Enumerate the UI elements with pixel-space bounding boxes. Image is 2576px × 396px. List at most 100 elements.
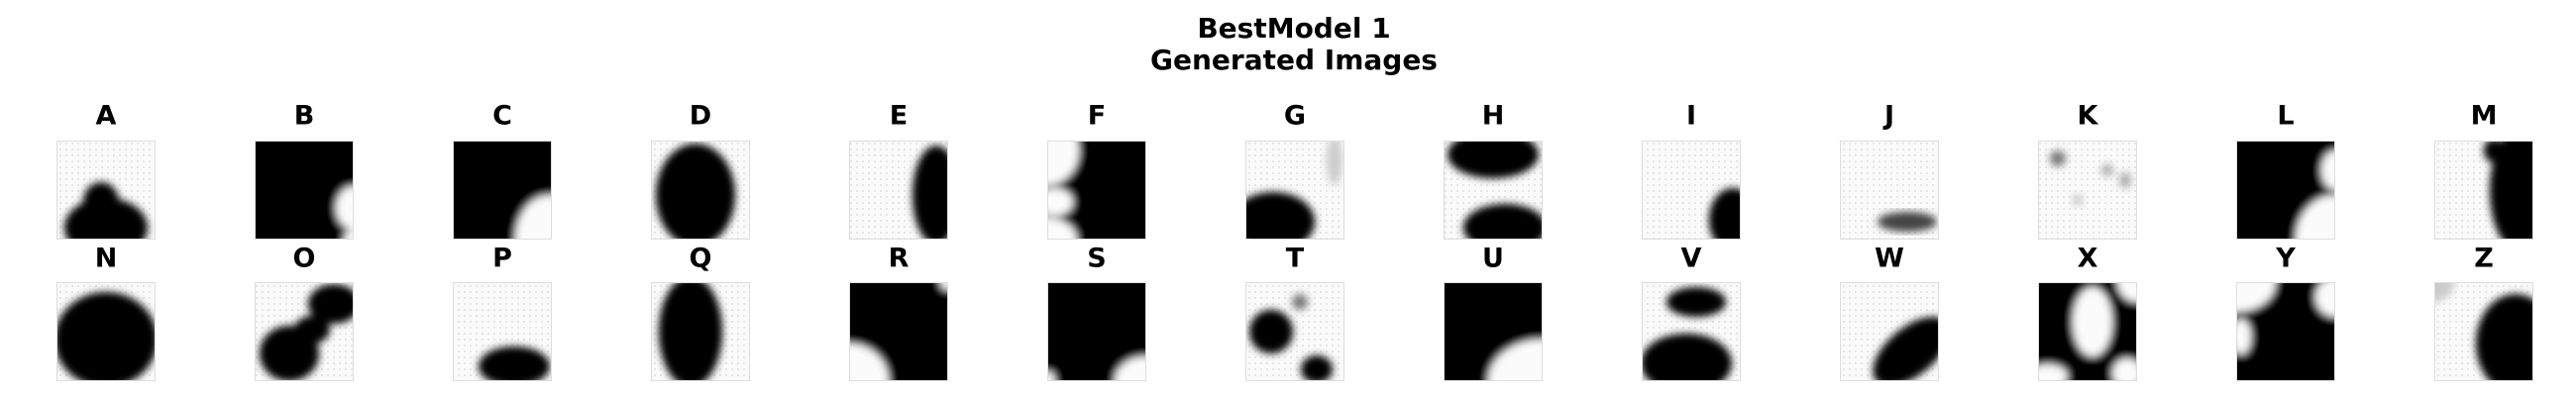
image-frame bbox=[2038, 282, 2137, 381]
generated-image bbox=[1840, 282, 1939, 381]
image-label: V bbox=[1681, 244, 1702, 274]
blob bbox=[2119, 172, 2131, 188]
generated-image bbox=[255, 282, 354, 381]
image-label: U bbox=[1482, 244, 1504, 274]
blob bbox=[515, 195, 552, 240]
generated-image bbox=[2236, 282, 2335, 381]
blob bbox=[1249, 310, 1293, 353]
blob bbox=[308, 284, 354, 324]
image-label: K bbox=[2078, 101, 2099, 132]
blob bbox=[912, 146, 948, 240]
image-frame bbox=[2434, 282, 2533, 381]
blob bbox=[940, 282, 948, 290]
blob bbox=[1463, 204, 1543, 240]
image-frame bbox=[1444, 141, 1543, 240]
image-frame bbox=[1840, 282, 1939, 381]
image-content bbox=[656, 144, 735, 240]
image-content bbox=[56, 292, 156, 381]
blob bbox=[2236, 282, 2276, 312]
blob bbox=[2315, 282, 2335, 317]
generated-image bbox=[1642, 282, 1741, 381]
image-content bbox=[2434, 282, 2533, 381]
image-label: J bbox=[1882, 101, 1894, 132]
generated-image bbox=[651, 141, 750, 240]
image-label: S bbox=[1087, 244, 1106, 274]
image-frame bbox=[1047, 282, 1146, 381]
image-content bbox=[1245, 141, 1342, 240]
blob bbox=[1047, 141, 1079, 185]
generated-image bbox=[453, 282, 552, 381]
image-label: I bbox=[1686, 101, 1696, 132]
image-frame bbox=[1245, 282, 1344, 381]
image-frame bbox=[56, 282, 156, 381]
image-frame bbox=[1642, 282, 1741, 381]
generated-image bbox=[56, 141, 156, 240]
blob bbox=[2476, 294, 2533, 381]
image-content bbox=[64, 182, 148, 240]
generated-image bbox=[2236, 141, 2335, 240]
image-content bbox=[2038, 282, 2137, 381]
blob bbox=[659, 282, 722, 381]
generated-image bbox=[2038, 282, 2137, 381]
image-label: Y bbox=[2275, 244, 2296, 274]
blob bbox=[1448, 141, 1539, 178]
image-frame bbox=[651, 141, 750, 240]
blob bbox=[849, 344, 889, 381]
generated-image bbox=[1444, 282, 1543, 381]
image-frame bbox=[1245, 141, 1344, 240]
image-frame bbox=[651, 282, 750, 381]
image-label: L bbox=[2277, 101, 2294, 132]
image-content bbox=[849, 282, 948, 381]
image-content bbox=[1444, 282, 1543, 381]
blob bbox=[2101, 164, 2113, 176]
image-label: E bbox=[890, 101, 908, 132]
generated-image bbox=[651, 282, 750, 381]
image-content bbox=[2050, 150, 2131, 205]
blob bbox=[1047, 371, 1055, 381]
title-line: BestModel 1 bbox=[1197, 12, 1390, 45]
blob bbox=[2490, 141, 2533, 240]
blob bbox=[1301, 355, 1333, 381]
generated-image bbox=[1840, 141, 1939, 240]
image-label: Q bbox=[690, 244, 712, 274]
image-frame bbox=[2236, 141, 2335, 240]
image-content bbox=[2236, 141, 2335, 240]
image-label: B bbox=[294, 101, 315, 132]
blob bbox=[2236, 319, 2251, 354]
image-frame bbox=[2038, 141, 2137, 240]
blob bbox=[1709, 188, 1741, 240]
blob bbox=[2117, 282, 2137, 302]
blob bbox=[656, 144, 735, 240]
blob bbox=[1878, 212, 1937, 232]
image-label: A bbox=[96, 101, 117, 132]
blob bbox=[2321, 150, 2335, 190]
image-frame bbox=[56, 141, 156, 240]
generated-image bbox=[849, 282, 948, 381]
image-label: O bbox=[293, 244, 316, 274]
generated-image bbox=[2434, 141, 2533, 240]
blob bbox=[2073, 287, 2112, 356]
image-label: C bbox=[492, 101, 512, 132]
generated-image bbox=[1047, 141, 1146, 240]
blob bbox=[1488, 340, 1543, 381]
blob bbox=[2296, 195, 2335, 240]
blob bbox=[2484, 141, 2504, 162]
image-content bbox=[1642, 287, 1732, 381]
image-frame bbox=[1840, 141, 1939, 240]
image-frame bbox=[2236, 282, 2335, 381]
blob bbox=[2112, 358, 2137, 381]
blob bbox=[1642, 334, 1732, 381]
blob bbox=[344, 230, 354, 240]
image-frame bbox=[255, 141, 354, 240]
generated-image bbox=[1444, 141, 1543, 240]
image-content bbox=[1448, 141, 1543, 240]
image-frame bbox=[849, 282, 948, 381]
image-content bbox=[260, 284, 354, 381]
blob bbox=[83, 182, 119, 222]
image-content bbox=[659, 282, 722, 381]
blob bbox=[1047, 218, 1077, 240]
image-label: F bbox=[1088, 101, 1106, 132]
image-label: Z bbox=[2474, 244, 2494, 274]
